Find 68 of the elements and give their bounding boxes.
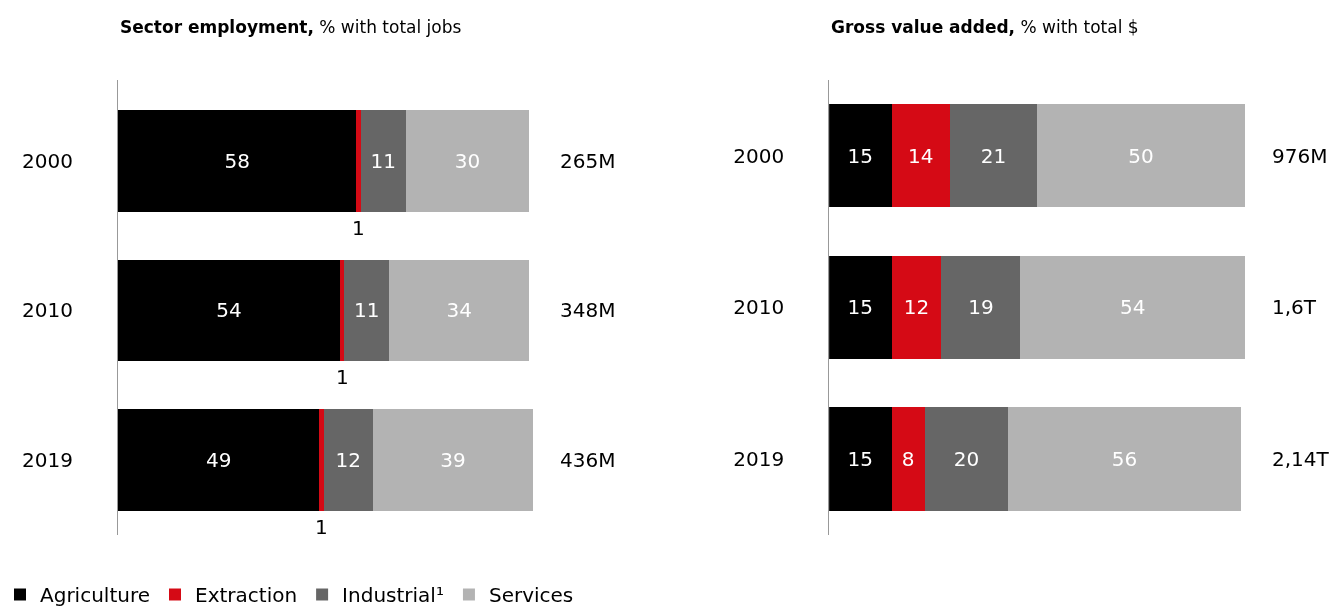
data-label: 34 <box>446 298 472 323</box>
data-label: 49 <box>205 448 232 472</box>
text: 976M <box>1272 144 1328 168</box>
bar <box>941 255 1021 359</box>
bar <box>1007 407 1241 511</box>
data-label: 1 <box>336 365 349 389</box>
legend-label: Extraction <box>195 583 298 608</box>
bar <box>372 409 534 511</box>
data-label: 20 <box>953 446 980 471</box>
data-label: 1 <box>352 216 365 240</box>
data-label: 14 <box>907 143 934 168</box>
data-label: 50 <box>1128 143 1154 168</box>
legend-label: Agriculture <box>40 583 150 608</box>
bar <box>117 109 357 212</box>
data-label: 11 <box>353 298 380 323</box>
data-label: 12 <box>335 448 361 472</box>
bar <box>117 259 340 362</box>
legend-label: Services <box>488 583 574 608</box>
text: 2,14T <box>1272 447 1330 471</box>
data-label: 30 <box>454 148 481 173</box>
chart-title: Sector employment, <box>120 17 314 37</box>
bar <box>356 109 361 212</box>
data-label: 15 <box>847 143 874 168</box>
bar <box>319 409 324 511</box>
data-label: 56 <box>1111 446 1138 471</box>
bar <box>891 407 925 511</box>
y-tick-label: 2019 <box>22 448 73 472</box>
chart-subtitle: % with total $ <box>1020 17 1139 37</box>
bar <box>829 104 892 208</box>
data-label: 11 <box>370 148 396 173</box>
y-tick-label: 2019 <box>733 446 785 471</box>
bar <box>405 109 530 212</box>
bar <box>891 255 942 359</box>
text: 265M <box>560 149 616 173</box>
y-tick-label: 2000 <box>22 148 73 173</box>
bar <box>829 255 892 359</box>
chart-title: Gross value added, <box>831 17 1016 37</box>
bar <box>339 259 345 362</box>
bar <box>117 409 320 511</box>
chart-subtitle: % with total jobs <box>319 17 462 37</box>
text: 1,6T <box>1272 295 1317 319</box>
data-label: 39 <box>440 448 466 472</box>
bar <box>829 407 892 511</box>
bar <box>323 409 373 511</box>
data-label: 1 <box>315 515 328 539</box>
text: 436M <box>560 448 616 472</box>
legend-label: Industrial¹ <box>342 583 444 608</box>
data-label: 54 <box>216 298 242 323</box>
bar <box>924 407 1008 511</box>
bar <box>389 259 530 362</box>
data-label: 19 <box>968 295 994 320</box>
bar <box>949 104 1038 208</box>
data-label: 54 <box>1120 295 1146 320</box>
bar <box>360 109 406 212</box>
data-label: 15 <box>847 295 874 320</box>
data-label: 12 <box>903 295 930 320</box>
y-tick-label: 2010 <box>733 295 785 320</box>
y-tick-label: 2010 <box>22 298 73 323</box>
y-tick-label: 2000 <box>733 143 785 168</box>
bar <box>891 104 950 208</box>
data-label: 58 <box>224 148 250 173</box>
bar <box>1037 104 1246 208</box>
text: 348M <box>560 298 616 322</box>
data-label: 8 <box>901 446 915 471</box>
data-label: 15 <box>847 446 874 471</box>
bar <box>1020 255 1246 359</box>
data-label: 21 <box>980 143 1007 168</box>
bar <box>344 259 390 362</box>
